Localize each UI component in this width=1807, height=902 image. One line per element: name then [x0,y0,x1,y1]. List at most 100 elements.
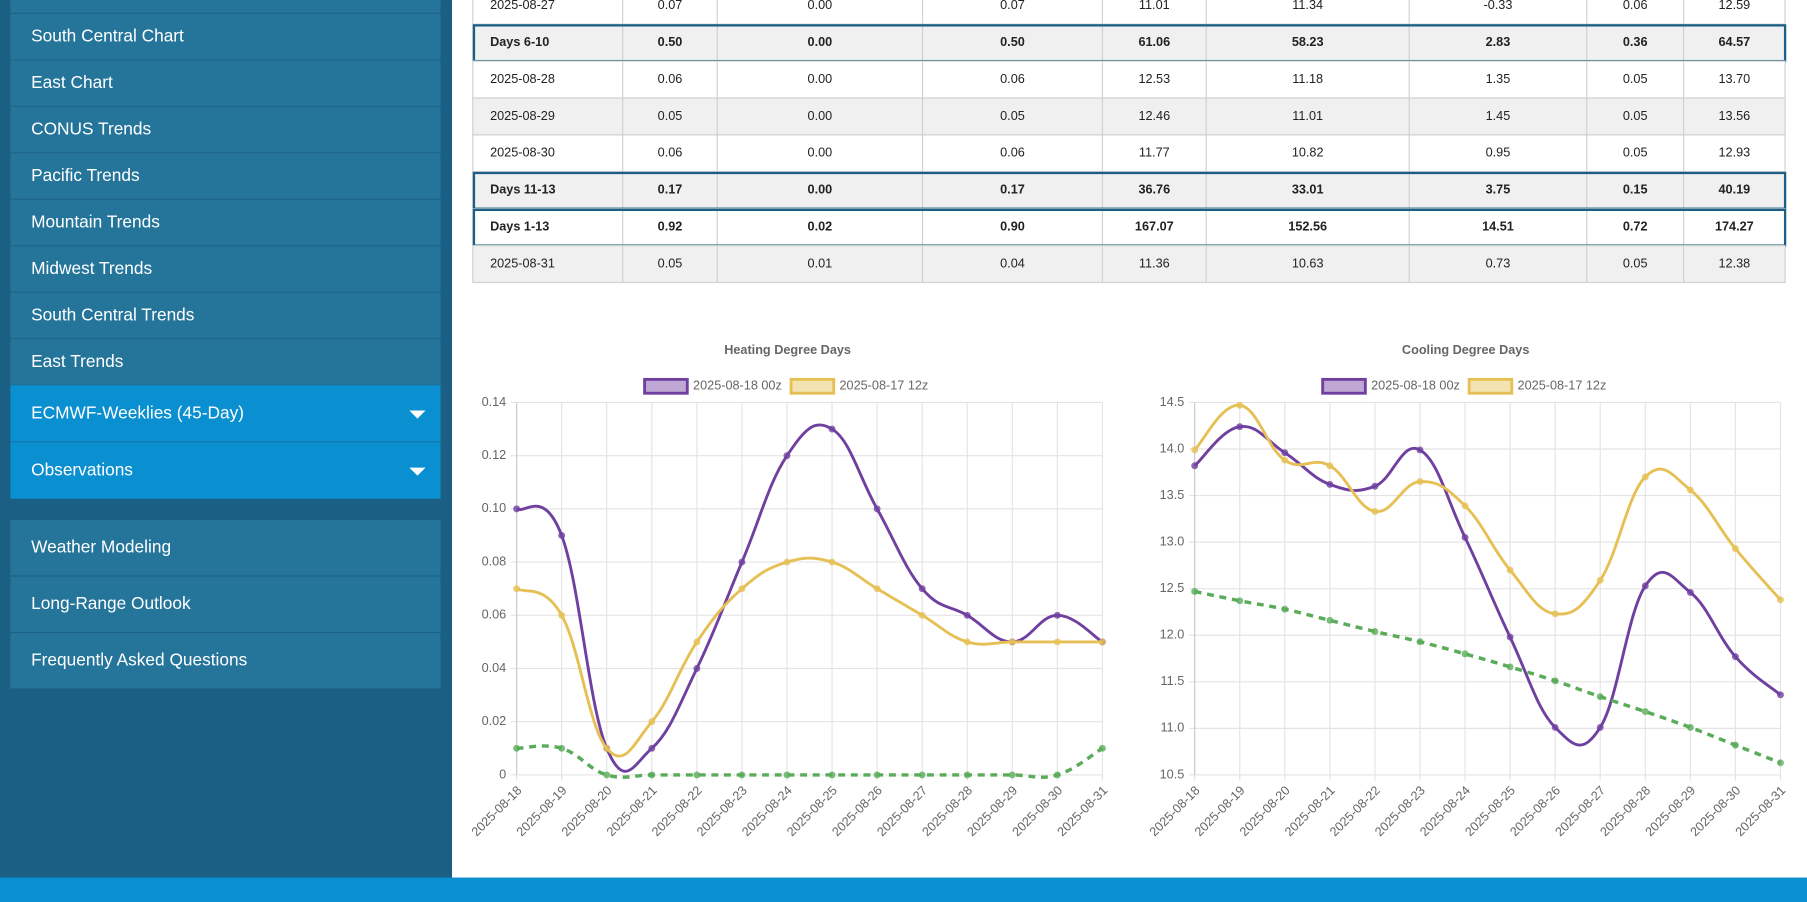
table-cell: 2.83 [1486,35,1511,49]
data-point [1371,628,1379,635]
table-cell: 0.00 [808,0,833,12]
menu-item-bg[interactable] [10,246,441,292]
menu-section[interactable]: ECMWF-Weeklies (45-Day) [31,403,244,423]
menu-link[interactable]: Frequently Asked Questions [31,649,247,669]
data-point [513,505,521,513]
data-point [918,771,926,779]
data-point [1777,596,1784,604]
data-point [693,638,701,646]
menu-item-bg[interactable] [10,199,441,246]
table-cell: 0.06 [658,72,683,86]
menu-item[interactable]: South Central Chart [31,25,184,45]
table-cell: 0.06 [1000,72,1025,86]
data-point [873,771,881,779]
table-cell: 0.72 [1623,220,1648,234]
data-point [1461,650,1469,658]
data-point [1236,597,1244,605]
table-cell: 0.73 [1486,256,1511,270]
table-cell: 0.00 [808,35,833,49]
menu-item-bg[interactable] [10,153,441,199]
data-point [693,665,701,672]
data-point [828,425,836,433]
menu-item-bg[interactable] [10,60,441,106]
menu-section-bg[interactable] [10,385,441,442]
y-tick-label: 0.10 [482,501,507,515]
menu-link-bg[interactable] [10,576,441,632]
menu-item[interactable]: Pacific Trends [31,165,140,185]
menu-item[interactable]: South Central Trends [31,304,195,324]
table-cell: 11.36 [1139,256,1170,270]
table-cell: 0.05 [1623,109,1648,123]
table-cell: 0.06 [1623,0,1648,12]
table-cell: 0.07 [658,0,683,12]
menu-item-bg[interactable] [10,339,441,385]
menu-link[interactable]: Weather Modeling [31,536,171,556]
data-point [648,718,656,726]
menu-item-bg[interactable] [10,292,441,339]
menu-item[interactable]: East Chart [31,72,113,92]
table-cell: 2025-08-28 [490,72,555,86]
menu-section[interactable]: Observations [31,460,133,480]
table-row [472,23,1786,62]
menu-link[interactable]: Long-Range Outlook [31,593,191,613]
table-cell: 0.05 [1623,146,1648,160]
y-tick-label: 13.5 [1160,488,1185,502]
data-point [648,744,656,752]
table-cell: 10.82 [1292,146,1324,160]
table-cell: 11.18 [1292,72,1323,86]
table-cell: 12.53 [1138,72,1170,86]
data-point [963,638,971,646]
table-cell: 0.00 [808,146,833,160]
table-row [472,171,1786,210]
table-cell: 36.76 [1138,183,1170,197]
table-cell: Days 6-10 [490,35,549,49]
table-cell: 1.35 [1486,72,1511,86]
legend-label: 2025-08-18 00z [1371,379,1460,393]
table-cell: 11.77 [1139,146,1170,160]
data-point [1686,486,1694,494]
series-line [1193,403,1782,616]
menu-item[interactable]: CONUS Trends [31,118,151,138]
data-point [1416,638,1424,646]
data-point [1326,616,1334,624]
menu-item[interactable]: East Trends [31,351,124,371]
menu-item-bg[interactable] [10,106,441,153]
data-point [1008,771,1016,779]
y-tick-label: 0.02 [482,714,507,728]
data-point [1731,741,1739,749]
menu-item-bg[interactable] [10,13,441,60]
data-point [1641,473,1649,481]
table-cell: 2025-08-30 [490,146,555,160]
data-point [783,452,791,460]
table-cell: 0.00 [808,72,833,86]
menu-item[interactable]: Midwest Trends [31,258,152,278]
menu-link-bg[interactable] [10,520,441,576]
data-point [1053,611,1061,619]
data-point [1281,456,1289,464]
table-cell: 11.01 [1292,109,1323,123]
data-point [738,771,746,779]
menu-section-bg[interactable] [10,442,441,499]
data-point [1596,576,1604,584]
menu-item[interactable]: Mountain Trends [31,211,160,231]
menu-link-bg[interactable] [10,633,441,689]
table-cell: 0.07 [1000,0,1025,12]
data-point [1371,507,1379,515]
y-tick-label: 0.12 [482,448,507,462]
table-cell: 2025-08-29 [490,109,555,123]
data-point [783,558,791,566]
data-point [783,771,791,779]
table-cell: 0.15 [1623,183,1648,197]
menu-item [10,0,441,13]
y-tick-label: 0.08 [482,554,507,568]
data-point [1371,482,1379,490]
data-point [1326,462,1334,470]
table-cell: 152.56 [1288,220,1327,234]
table-cell: 0.95 [1486,146,1511,160]
dropdown-arrow [409,410,426,419]
table-cell: 12.93 [1718,146,1750,160]
data-point [1551,610,1559,618]
table-cell: 11.34 [1292,0,1323,12]
data-point [1506,663,1514,671]
data-point [1416,478,1424,486]
